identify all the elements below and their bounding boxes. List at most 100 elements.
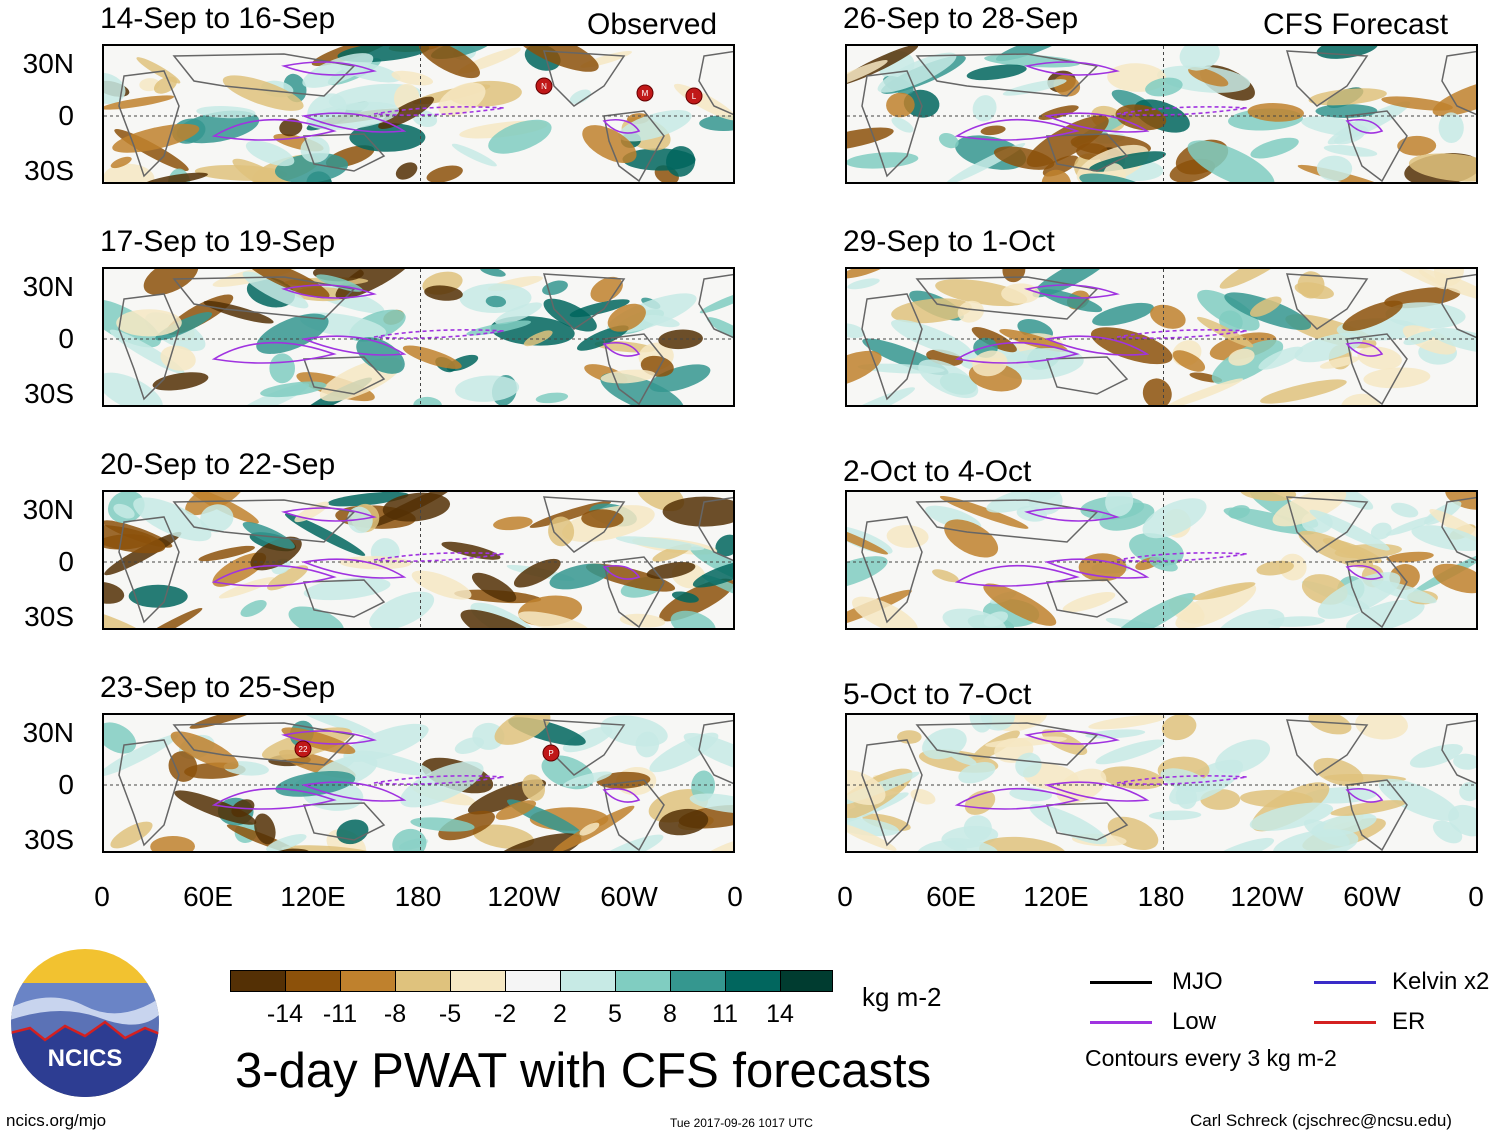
- anomaly-blob: [542, 280, 568, 296]
- anomaly-blob: [592, 834, 664, 851]
- low-contour: [301, 781, 407, 802]
- anomaly-blob: [922, 728, 967, 760]
- low-contour: [954, 118, 1080, 141]
- lon-label: 120E: [280, 881, 346, 912]
- anomaly-blob: [411, 570, 472, 600]
- anomaly-blob: [1163, 378, 1244, 405]
- anomaly-blob: [635, 731, 660, 758]
- colorbar-swatch: [285, 970, 341, 992]
- panel-title: 20-Sep to 22-Sep: [100, 448, 336, 481]
- coastline: [1441, 719, 1476, 785]
- coastline: [1045, 579, 1129, 618]
- anomaly-blob: [1256, 560, 1294, 576]
- colorbar-tick: -5: [438, 1000, 462, 1028]
- anomaly-blob: [269, 353, 296, 384]
- low-contour: [602, 118, 641, 134]
- anomaly-blob: [1145, 77, 1183, 97]
- anomaly-blob: [1432, 820, 1463, 844]
- anomaly-blob: [402, 345, 462, 369]
- anomaly-blob: [1029, 804, 1107, 845]
- anomaly-blob: [1100, 766, 1164, 790]
- anomaly-blob: [222, 75, 304, 111]
- footer-url[interactable]: ncics.org/mjo: [6, 1111, 107, 1130]
- low-contour: [602, 564, 641, 580]
- storm-marker: 22: [294, 740, 312, 758]
- pwat-map: N M L: [102, 44, 735, 184]
- coastline: [915, 53, 1099, 97]
- anomaly-blob: [1319, 356, 1360, 369]
- colorbar-swatch: [505, 970, 561, 992]
- anomaly-blob: [1175, 784, 1197, 809]
- anomaly-blob: [569, 299, 630, 318]
- anomaly-blob: [523, 330, 553, 347]
- anomaly-blob: [1197, 289, 1260, 331]
- anomaly-blob: [1432, 563, 1476, 594]
- coastline: [603, 779, 665, 851]
- anomaly-blob: [494, 715, 551, 745]
- anomaly-blob: [145, 172, 208, 182]
- anomaly-blob: [847, 323, 865, 339]
- anomaly-blob: [1323, 144, 1378, 157]
- lon-label: 0: [837, 881, 853, 912]
- anomaly-blob: [200, 504, 234, 533]
- low-contour: [954, 787, 1080, 810]
- colorbar-tick: 5: [608, 1000, 622, 1028]
- low-contour: [954, 341, 1080, 364]
- anomaly-blob: [1378, 778, 1460, 821]
- anomaly-blob: [692, 560, 733, 588]
- anomaly-blob: [378, 96, 435, 130]
- low-contour-negative: [373, 329, 505, 339]
- anomaly-blob: [847, 350, 882, 388]
- colorbar-swatch: [340, 970, 396, 992]
- low-contour-negative: [1116, 106, 1248, 116]
- anomaly-blob: [847, 60, 888, 90]
- lon-label: 0: [1468, 881, 1484, 912]
- anomaly-blob: [471, 572, 517, 603]
- anomaly-blob: [1196, 316, 1254, 348]
- coastline: [861, 70, 923, 178]
- lon-label: 120W: [487, 881, 561, 912]
- anomaly-blob: [152, 372, 209, 391]
- anomaly-blob: [643, 314, 680, 328]
- anomaly-blob: [279, 118, 303, 137]
- low-contour: [1044, 112, 1150, 133]
- anomaly-blob: [281, 727, 356, 755]
- coastline: [698, 50, 733, 116]
- anomaly-blob: [266, 834, 307, 851]
- anomaly-blob: [699, 289, 733, 314]
- anomaly-blob: [576, 325, 629, 351]
- anomaly-blob: [1409, 744, 1463, 768]
- coastline: [915, 499, 1099, 543]
- coastline: [302, 802, 386, 841]
- low-contour: [1024, 507, 1120, 522]
- anomaly-blob: [548, 516, 575, 547]
- anomaly-blob: [983, 583, 1057, 626]
- colorbar-swatch: [670, 970, 726, 992]
- coastline: [1346, 779, 1408, 851]
- colorbar-swatch: [230, 970, 286, 992]
- lat-label-30s: 30S: [24, 601, 74, 632]
- anomaly-blob: [110, 156, 132, 169]
- anomaly-blob: [957, 300, 984, 323]
- anomaly-blob: [847, 769, 886, 806]
- low-contour: [1044, 558, 1150, 579]
- anomaly-blob: [104, 734, 179, 777]
- anomaly-blob: [327, 492, 409, 507]
- storm-marker-label: P: [548, 749, 553, 758]
- anomaly-blob: [176, 110, 260, 144]
- anomaly-blob: [1402, 325, 1456, 355]
- anomaly-blob: [886, 92, 915, 118]
- main-title: 3-day PWAT with CFS forecasts: [235, 1044, 932, 1098]
- storm-marker-label: 22: [299, 745, 308, 754]
- anomaly-blob: [993, 146, 1055, 170]
- anomaly-blob: [104, 534, 151, 550]
- coastline: [603, 110, 665, 182]
- anomaly-blob: [104, 372, 163, 405]
- anomaly-blob: [196, 105, 256, 119]
- anomaly-blob: [615, 536, 705, 551]
- anomaly-blob: [918, 359, 979, 399]
- anomaly-blob: [488, 119, 552, 154]
- anomaly-blob: [1268, 616, 1325, 627]
- anomaly-blob: [256, 313, 329, 354]
- anomaly-blob: [966, 64, 1027, 81]
